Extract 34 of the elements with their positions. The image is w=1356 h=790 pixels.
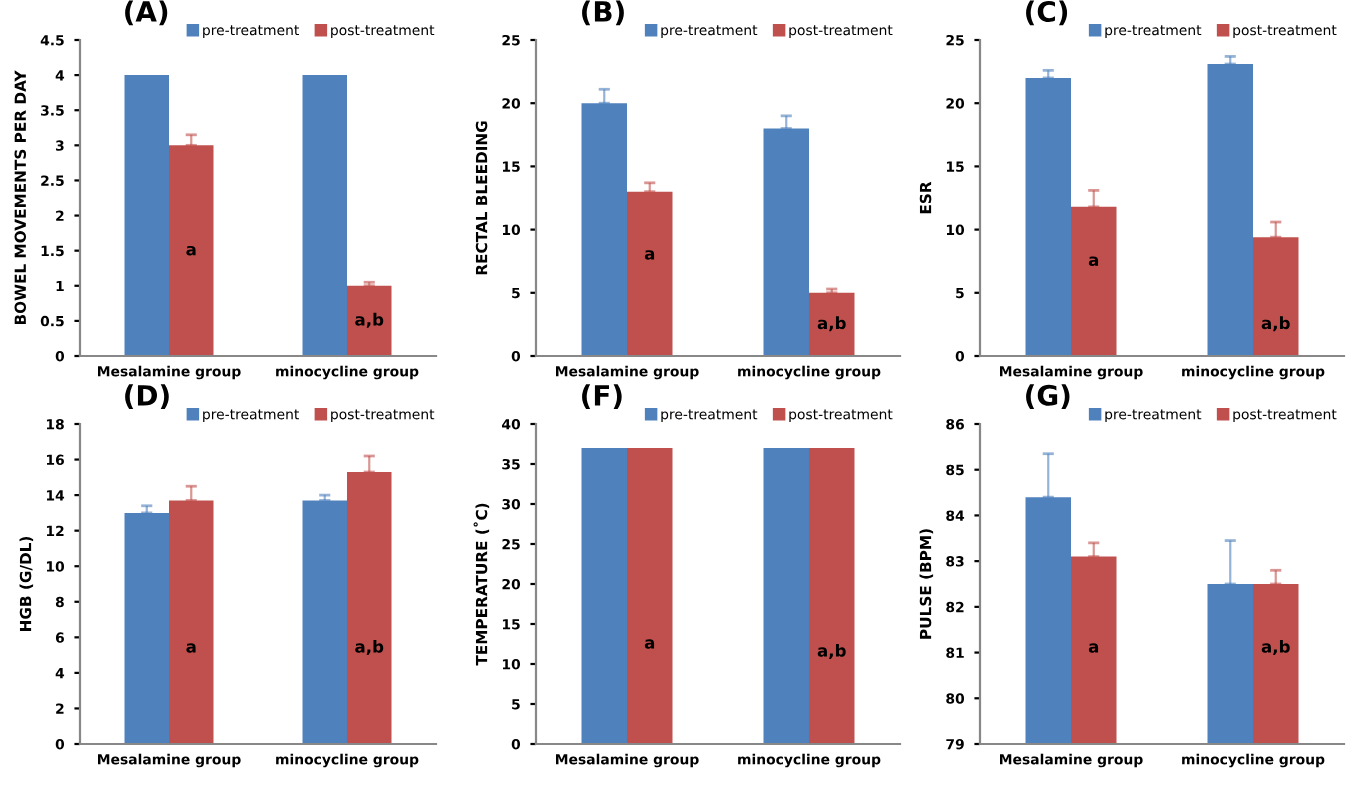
bar [1025,77,1071,356]
chart-title: (A) [125,0,168,26]
annotation: a,b [817,316,846,332]
chart-title: (C) [1026,0,1068,26]
bar [347,285,392,356]
bar [302,500,347,744]
chart-title: (G) [1026,384,1070,410]
bar [124,75,169,356]
bar [763,128,809,356]
chart-title: (B) [582,0,624,26]
annotation: a [1088,256,1099,267]
annotation: a [644,639,655,649]
bar [809,292,855,356]
bar [124,512,169,744]
bar [1071,206,1117,356]
chart-title: (D) [125,384,169,410]
bar [627,191,673,356]
bar [169,145,214,356]
annotation: a [186,245,196,256]
chart-title: (F) [582,384,622,410]
annotation: a [186,643,196,653]
bar [581,103,627,356]
annotation: a,b [355,312,384,328]
annotation: a [1088,643,1099,653]
bar [347,472,392,744]
annotation: a [644,250,655,260]
annotation: a,b [1261,316,1290,332]
annotation: a,b [817,643,846,659]
bar [169,500,214,744]
annotation: a,b [355,639,384,655]
bar [1253,237,1299,356]
annotation: a,b [1261,639,1290,655]
bar [302,75,347,356]
bar [1207,64,1253,356]
